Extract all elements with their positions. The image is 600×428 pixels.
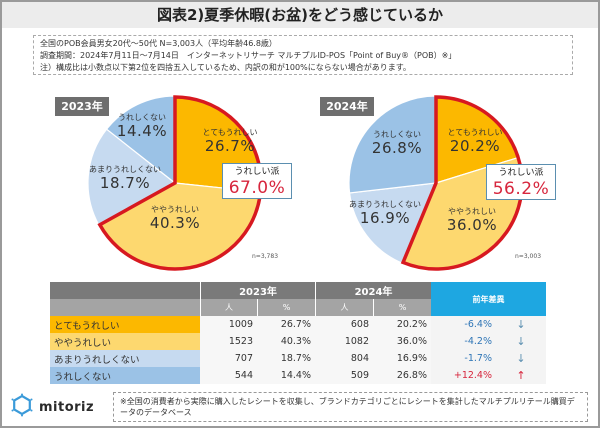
percent-2023: 18.7% [257, 350, 315, 367]
row-category: ややうれしい [50, 333, 200, 350]
table-header-row-years: 2023年 2024年 前年差異 [50, 282, 546, 316]
row-category: とてもうれしい [50, 316, 200, 333]
slice-category: とてもうれしい [202, 128, 258, 137]
slice-label-2024-very-happy: とてもうれしい 20.2% [440, 128, 510, 155]
survey-note-sample: 全国のPOB会員男女20代～50代 N=3,003人（平均年齢46.8歳） [40, 39, 277, 48]
sample-size-2023: n=3,783 [252, 253, 279, 260]
survey-notes: 全国のPOB会員男女20代～50代 N=3,003人（平均年齢46.8歳） 調査… [33, 35, 573, 75]
slice-value: 16.9% [359, 209, 411, 227]
survey-note-rounding: 注）構成比は小数点以下第2位を四捨五入しているため、内訳の和が100%にならない… [40, 63, 411, 72]
table-header-row-units: 人 % 人 % [50, 299, 546, 316]
table-header-percent-2024: % [373, 299, 431, 316]
slice-value: 40.3% [149, 214, 201, 232]
slice-label-2023-somewhat-happy: ややうれしい 40.3% [135, 205, 215, 232]
count-2023: 707 [200, 350, 257, 367]
down-arrow-icon: ↓ [496, 350, 546, 367]
table-header-blank [50, 299, 200, 316]
table-header-2024: 2024年 [315, 282, 431, 299]
up-arrow-icon: ↑ [496, 367, 546, 384]
pob-footnote: ※全国の消費者から実際に購入したレシートを収集し、ブランドカテゴリごとにレシート… [113, 392, 588, 422]
table-row: うれしくない 544 14.4% 509 26.8% +12.4% ↑ [50, 367, 546, 384]
figure-title: 図表2)夏季休暇(お盆)をどう感じているか [2, 2, 598, 28]
year-badge-2023: 2023年 [55, 97, 109, 116]
callout-value: 56.2% [492, 179, 550, 199]
table-header-2023: 2023年 [200, 282, 315, 299]
percent-2024: 20.2% [373, 316, 431, 333]
row-category: あまりうれしくない [50, 350, 200, 367]
results-table: 2023年 2024年 前年差異 人 % 人 % とてもうれしい 1009 26… [50, 282, 546, 384]
slice-category: あまりうれしくない [89, 165, 161, 174]
count-2024: 608 [315, 316, 373, 333]
callout-2024-happy-total: うれしい派 56.2% [486, 164, 556, 200]
slice-value: 26.8% [371, 139, 423, 157]
survey-note-period: 調査期間：2024年7月11日～7月14日 インターネットリサーチ マルチプルI… [40, 51, 457, 60]
pie-slice-2023-not-happy [105, 95, 176, 185]
sample-size-2024: n=3,003 [515, 253, 542, 260]
count-2024: 509 [315, 367, 373, 384]
pie-slice-2024-not-very-happy [348, 182, 437, 265]
callout-label: うれしい派 [498, 168, 544, 178]
count-2024: 1082 [315, 333, 373, 350]
table-header-people-2023: 人 [200, 299, 257, 316]
slice-value: 26.7% [204, 137, 256, 155]
table-header-blank [50, 282, 200, 299]
slice-value: 36.0% [446, 216, 498, 234]
slice-value: 18.7% [99, 174, 151, 192]
slice-label-2024-not-happy: うれしくない 26.8% [362, 130, 432, 157]
slice-label-2023-not-happy: うれしくない 14.4% [107, 113, 177, 140]
year-over-year-diff: -6.4% [431, 316, 496, 333]
callout-value: 67.0% [228, 178, 286, 198]
slice-category: うれしくない [118, 113, 166, 122]
year-over-year-diff: +12.4% [431, 367, 496, 384]
table-row: とてもうれしい 1009 26.7% 608 20.2% -6.4% ↓ [50, 316, 546, 333]
percent-2024: 16.9% [373, 350, 431, 367]
down-arrow-icon: ↓ [496, 333, 546, 350]
count-2023: 544 [200, 367, 257, 384]
table-header-percent-2023: % [257, 299, 315, 316]
hexagon-molecule-icon [10, 393, 34, 421]
down-arrow-icon: ↓ [496, 316, 546, 333]
table-row: あまりうれしくない 707 18.7% 804 16.9% -1.7% ↓ [50, 350, 546, 367]
table-header-people-2024: 人 [315, 299, 373, 316]
year-over-year-diff: -4.2% [431, 333, 496, 350]
slice-value: 20.2% [449, 137, 501, 155]
slice-label-2023-very-happy: とてもうれしい 26.7% [195, 128, 265, 155]
slice-category: ややうれしい [448, 207, 496, 216]
slice-category: ややうれしい [151, 205, 199, 214]
logo-wordmark: mitoriz [39, 399, 95, 415]
percent-2023: 14.4% [257, 367, 315, 384]
slice-value: 14.4% [116, 122, 168, 140]
table-row: ややうれしい 1523 40.3% 1082 36.0% -4.2% ↓ [50, 333, 546, 350]
count-2024: 804 [315, 350, 373, 367]
pie-slice-2023-not-very-happy [87, 128, 177, 227]
happy-group-outline-2023 [97, 95, 263, 271]
slice-category: とてもうれしい [447, 128, 503, 137]
percent-2024: 26.8% [373, 367, 431, 384]
row-category: うれしくない [50, 367, 200, 384]
count-2023: 1523 [200, 333, 257, 350]
slice-category: うれしくない [373, 130, 421, 139]
percent-2023: 40.3% [257, 333, 315, 350]
table-header-diff: 前年差異 [431, 282, 546, 316]
pie-slice-2024-not-happy [348, 95, 437, 194]
slice-category: あまりうれしくない [349, 200, 421, 209]
slice-label-2024-not-very-happy: あまりうれしくない 16.9% [345, 200, 425, 227]
callout-2023-happy-total: うれしい派 67.0% [222, 163, 292, 199]
callout-label: うれしい派 [234, 167, 280, 177]
slice-label-2023-not-very-happy: あまりうれしくない 18.7% [85, 165, 165, 192]
count-2023: 1009 [200, 316, 257, 333]
year-badge-2024: 2024年 [320, 97, 374, 116]
percent-2023: 26.7% [257, 316, 315, 333]
percent-2024: 36.0% [373, 333, 431, 350]
year-over-year-diff: -1.7% [431, 350, 496, 367]
mitoriz-logo: mitoriz [10, 393, 94, 421]
slice-label-2024-somewhat-happy: ややうれしい 36.0% [437, 207, 507, 234]
